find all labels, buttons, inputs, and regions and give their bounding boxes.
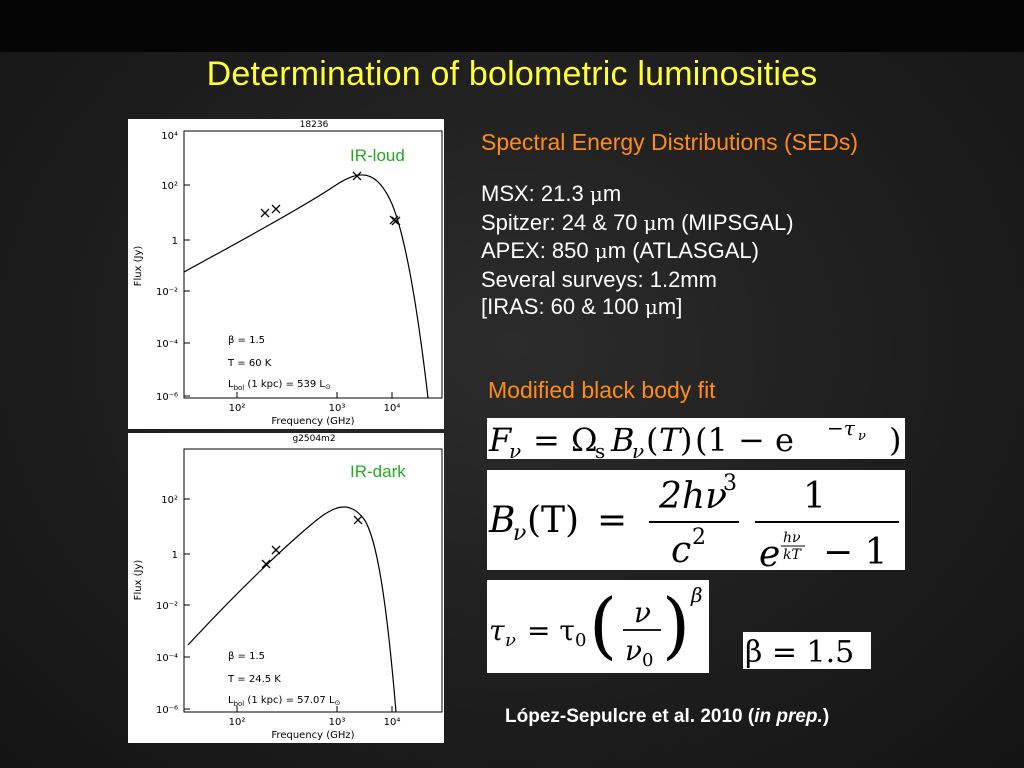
svg-text:c: c [671,530,691,570]
tau-equation-svg: τ ν = τ 0 ( ν ν 0 ) β [489,583,703,671]
ir-dark-label: IR-dark [350,462,406,481]
svg-text:=: = [597,500,627,541]
sed-plot-ir-dark-svg: g2504m2 10² 1 10⁻² 10⁻⁴ 10⁻⁶ 10² 10³ 10⁴… [133,434,443,741]
top-bar [0,0,1024,52]
y-tick-label: 10⁻⁴ [156,339,178,350]
svg-text:ν: ν [509,439,521,459]
svg-text:2: 2 [692,525,706,550]
svg-text:): ) [662,583,690,667]
sed-heading: Spectral Energy Distributions (SEDs) [481,129,859,155]
svg-text:s: s [595,439,605,459]
svg-text:Ω: Ω [571,421,598,459]
svg-text:e: e [759,534,780,570]
sed-fit-curve [187,506,397,713]
svg-text:0: 0 [575,630,586,651]
svg-text:): ) [680,421,692,459]
y-tick-label: 10² [161,495,178,506]
svg-text:β = 1.5: β = 1.5 [745,635,854,669]
y-tick-label: 1 [172,550,178,561]
citation: López-Sepulcre et al. 2010 (in prep.) [505,706,830,727]
y-tick-label: 10⁻⁴ [156,653,178,664]
x-tick-label: 10³ [329,717,346,728]
svg-text:): ) [889,421,901,459]
survey-msx: MSX: 21.3 μm [481,181,622,206]
x-tick-label: 10² [229,717,246,728]
svg-text:ν: ν [625,634,642,667]
beta-value: β = 1.5 [743,632,871,669]
data-points [260,171,401,226]
svg-text:ν: ν [513,521,526,546]
y-tick-label: 10⁴ [161,131,178,142]
svg-text:ν: ν [858,429,866,444]
svg-text:3: 3 [723,471,737,496]
sed-fit-curve [183,174,429,399]
y-tick-label: 10⁻⁶ [156,392,178,403]
temperature-annotation: T = 60 K [227,358,272,369]
svg-text:kT: kT [783,547,802,563]
slide-title: Determination of bolometric luminosities [206,55,818,93]
y-axis-label: Flux (Jy) [133,246,144,287]
svg-text:−τ: −τ [827,418,856,440]
survey-list: MSX: 21.3 μm Spitzer: 24 & 70 μm (MIPSGA… [481,180,794,322]
survey-iras: [IRAS: 60 & 100 μm] [481,294,683,319]
svg-text:β: β [690,583,703,607]
y-tick-label: 10⁻² [156,601,178,612]
svg-text:(1 − e: (1 − e [695,421,794,459]
data-points [261,515,363,569]
svg-text:ν: ν [632,439,644,459]
lbol-annotation: Lbol (1 kpc) = 539 L⊙ [228,379,331,392]
flux-equation-svg: F ν = Ω s B ν ( T ) (1 − e −τ ν ) [488,418,901,459]
planck-equation: B ν (T) = 2hν 3 c 2 1 e hν kT − 1 [487,470,905,570]
beta-value-svg: β = 1.5 [745,635,854,669]
svg-text:(: ( [646,421,658,459]
svg-text:2hν: 2hν [658,476,727,517]
y-tick-label: 1 [172,236,178,247]
y-tick-label: 10² [161,181,178,192]
x-axis-label: Frequency (GHz) [271,730,354,741]
survey-several: Several surveys: 1.2mm [481,266,717,292]
sed-plot-ir-loud-svg: 18236 10⁴ 10² 1 10⁻² 10⁻⁴ 10⁻⁶ 10² 10³ 1… [133,120,443,427]
x-tick-label: 10² [229,403,246,414]
x-tick-label: 10⁴ [384,717,401,728]
x-tick-label: 10³ [329,403,346,414]
plot-source-name: g2504m2 [292,434,335,444]
sed-plot-ir-dark: g2504m2 10² 1 10⁻² 10⁻⁴ 10⁻⁶ 10² 10³ 10⁴… [128,433,444,743]
beta-annotation: β = 1.5 [228,335,265,346]
svg-text:0: 0 [642,650,653,671]
lbol-annotation: Lbol (1 kpc) = 57.07 L⊙ [228,695,340,708]
beta-annotation: β = 1.5 [228,651,265,662]
y-axis-label: Flux (Jy) [133,560,144,601]
planck-equation-svg: B ν (T) = 2hν 3 c 2 1 e hν kT − 1 [488,471,899,570]
flux-equation: F ν = Ω s B ν ( T ) (1 − e −τ ν ) [487,418,905,459]
svg-text:τ: τ [489,614,505,647]
x-tick-label: 10⁴ [384,403,401,414]
svg-text:=: = [533,421,560,459]
svg-text:B: B [610,421,635,459]
y-tick-label: 10⁻⁶ [156,705,178,716]
svg-text:F: F [488,421,513,459]
svg-text:hν: hν [783,530,801,546]
svg-text:(T): (T) [527,500,579,541]
x-axis-label: Frequency (GHz) [271,416,354,427]
y-tick-label: 10⁻² [156,287,178,298]
plot-source-name: 18236 [300,120,329,130]
svg-text:(: ( [589,583,617,667]
ir-loud-label: IR-loud [350,146,405,165]
svg-text:= τ: = τ [527,614,575,647]
svg-text:ν: ν [505,630,516,651]
svg-text:− 1: − 1 [823,532,888,570]
survey-spitzer: Spitzer: 24 & 70 μm (MIPSGAL) [481,209,794,235]
svg-text:1: 1 [803,476,826,517]
survey-apex: APEX: 850 μm (ATLASGAL) [481,238,759,263]
tau-equation: τ ν = τ 0 ( ν ν 0 ) β [487,580,709,673]
fit-heading: Modified black body fit [488,377,716,403]
svg-text:B: B [488,500,515,541]
temperature-annotation: T = 24.5 K [227,674,281,685]
svg-text:ν: ν [634,596,651,629]
sed-plot-ir-loud: 18236 10⁴ 10² 1 10⁻² 10⁻⁴ 10⁻⁶ 10² 10³ 1… [128,119,444,429]
svg-text:T: T [659,421,683,459]
